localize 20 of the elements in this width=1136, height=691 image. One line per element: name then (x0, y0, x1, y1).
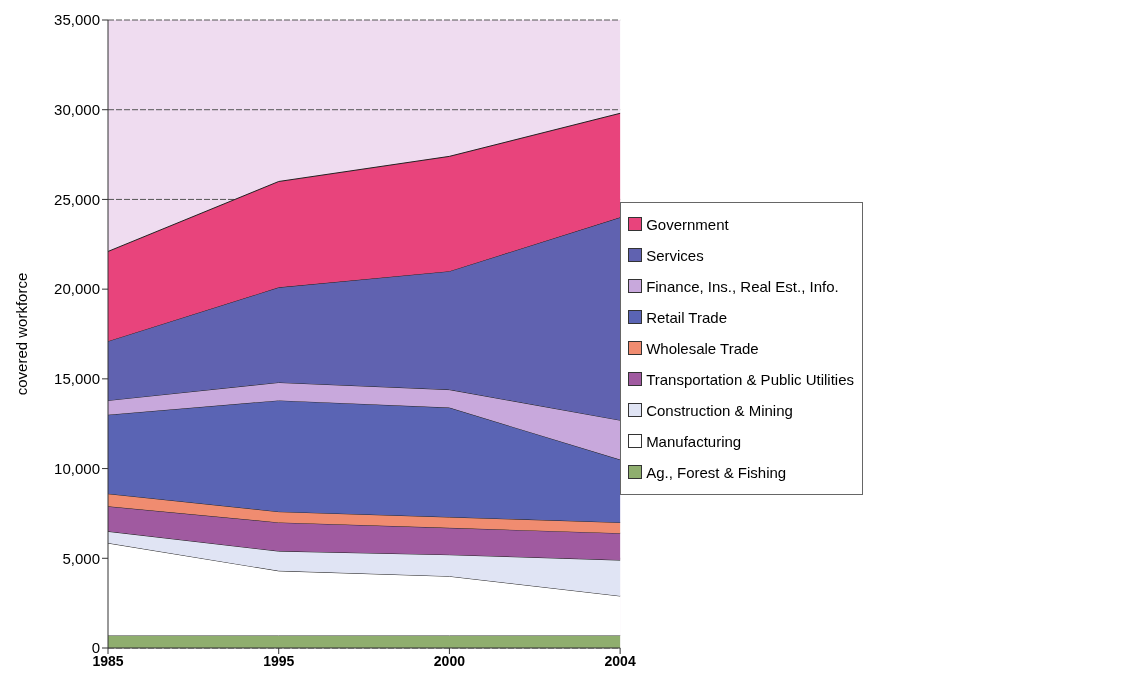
legend-label: Services (646, 246, 704, 264)
y-tick-label: 5,000 (62, 549, 100, 567)
y-tick-label: 30,000 (54, 101, 100, 119)
x-tick-label: 1995 (263, 652, 295, 669)
y-tick-label: 35,000 (54, 11, 100, 29)
y-tick-label: 25,000 (54, 190, 100, 208)
legend-label: Retail Trade (646, 308, 727, 326)
legend-label: Ag., Forest & Fishing (646, 463, 787, 481)
legend-label: Finance, Ins., Real Est., Info. (646, 277, 839, 295)
x-tick-label: 2004 (604, 652, 636, 669)
y-axis-title: covered workforce (13, 272, 31, 396)
y-tick-label: 15,000 (54, 370, 100, 388)
x-tick-label: 2000 (433, 652, 466, 669)
y-tick-label: 10,000 (54, 459, 100, 477)
text: Manufacturing (646, 432, 742, 450)
legend-label: Government (646, 215, 729, 233)
legend-label: Transportation & Public Utilities (646, 370, 854, 388)
legend-label: Wholesale Trade (646, 339, 759, 357)
y-tick-label: 20,000 (54, 280, 100, 298)
legend-label: Construction & Mining (646, 401, 793, 419)
